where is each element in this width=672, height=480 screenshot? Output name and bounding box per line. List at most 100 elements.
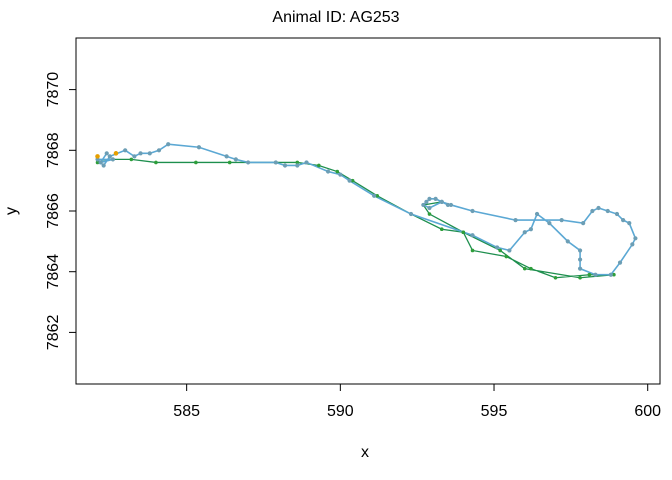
data-point-blue [295, 163, 300, 168]
plot-area [95, 142, 638, 280]
data-point-blue [593, 272, 598, 277]
data-point-blue [577, 266, 583, 271]
data-point-green [317, 163, 321, 168]
data-point-blue [577, 257, 583, 262]
data-point-green [439, 227, 444, 232]
data-point-blue [470, 208, 475, 214]
data-point-blue [408, 211, 414, 217]
data-point-green [350, 178, 355, 183]
data-point-blue [104, 151, 109, 156]
data-point-blue [522, 230, 527, 235]
y-tick-label: 7862 [45, 315, 62, 351]
data-point-blue [427, 196, 432, 201]
data-point-green [95, 160, 100, 165]
data-point-blue [596, 205, 601, 211]
data-point-blue [590, 208, 595, 214]
x-axis-title: x [361, 444, 369, 461]
plot-frame [75, 37, 661, 385]
data-point-blue [421, 202, 426, 208]
data-point-green [587, 272, 592, 277]
data-point-blue [98, 160, 103, 165]
data-point-green [504, 254, 509, 259]
y-tick-label: 7868 [45, 132, 62, 168]
x-tick-label: 595 [481, 403, 508, 420]
data-point-blue [246, 160, 251, 165]
data-point-green [154, 160, 158, 165]
data-point-blue [448, 202, 454, 208]
data-point-green [612, 272, 616, 277]
data-point-blue [325, 169, 331, 174]
data-point-blue [138, 151, 143, 156]
y-tick-label: 7870 [45, 72, 62, 108]
data-point-blue [534, 211, 540, 217]
data-point-green [529, 266, 533, 271]
data-point-blue [304, 160, 309, 165]
data-point-blue [470, 233, 475, 238]
data-point-green [227, 160, 232, 165]
y-axis-title: y [3, 207, 20, 215]
data-point-green [295, 160, 300, 165]
data-point-blue [110, 157, 115, 162]
data-point-blue [513, 218, 518, 223]
data-point-blue [233, 157, 238, 162]
x-tick-label: 585 [173, 403, 200, 420]
data-point-blue [577, 248, 583, 253]
data-point-blue [166, 142, 171, 147]
y-tick-label: 7864 [45, 254, 62, 290]
data-point-blue [633, 236, 638, 241]
data-point-blue [445, 202, 451, 208]
data-point-green [129, 157, 134, 162]
data-point-blue [427, 205, 432, 211]
data-point-green [522, 266, 527, 271]
data-point-green [194, 160, 198, 165]
data-point-blue [101, 163, 106, 168]
data-point-orange [113, 151, 119, 156]
x-tick-label: 600 [634, 403, 661, 420]
data-point-blue [433, 196, 438, 201]
data-point-green [578, 275, 582, 280]
data-point-blue [627, 221, 632, 226]
data-point-green [553, 275, 558, 280]
chart-title: Animal ID: AG253 [272, 9, 399, 26]
data-point-blue [338, 172, 343, 177]
data-point-blue [559, 218, 564, 223]
data-point-green [375, 194, 380, 198]
data-point-blue [565, 239, 570, 244]
data-point-blue [547, 221, 552, 226]
data-point-blue [372, 193, 377, 198]
data-point-blue [347, 178, 352, 183]
data-point-blue [424, 199, 429, 204]
y-tick-label: 7866 [45, 193, 62, 229]
y-axis: 7862 7864 7866 7868 7870 [45, 72, 77, 351]
data-point-green [498, 248, 502, 253]
data-point-blue [494, 245, 500, 250]
data-point-blue [156, 148, 162, 153]
data-point-green [461, 230, 466, 235]
series-line-green [97, 158, 614, 279]
data-point-blue [621, 218, 626, 223]
data-point-blue [608, 272, 613, 277]
data-point-blue [630, 242, 635, 247]
data-point-blue [147, 151, 152, 156]
data-point-orange [95, 154, 100, 159]
data-point-blue [224, 154, 229, 159]
data-point-blue [282, 163, 288, 168]
data-point-blue [605, 208, 610, 214]
data-point-blue [507, 248, 512, 253]
data-point-blue [581, 221, 586, 226]
series-line-blue [95, 143, 637, 276]
data-point-blue [196, 145, 202, 150]
data-point-blue [132, 154, 137, 159]
x-axis: 585 590 595 600 [173, 383, 661, 420]
data-point-green [335, 169, 340, 174]
data-point-green [427, 212, 432, 216]
data-point-blue [123, 148, 128, 153]
data-point-blue [614, 211, 620, 217]
x-tick-label: 590 [327, 403, 354, 420]
data-point-green [470, 248, 475, 253]
data-point-blue [439, 199, 444, 204]
data-point-blue [617, 260, 623, 265]
data-point-blue [273, 160, 278, 165]
data-point-blue [107, 154, 112, 159]
